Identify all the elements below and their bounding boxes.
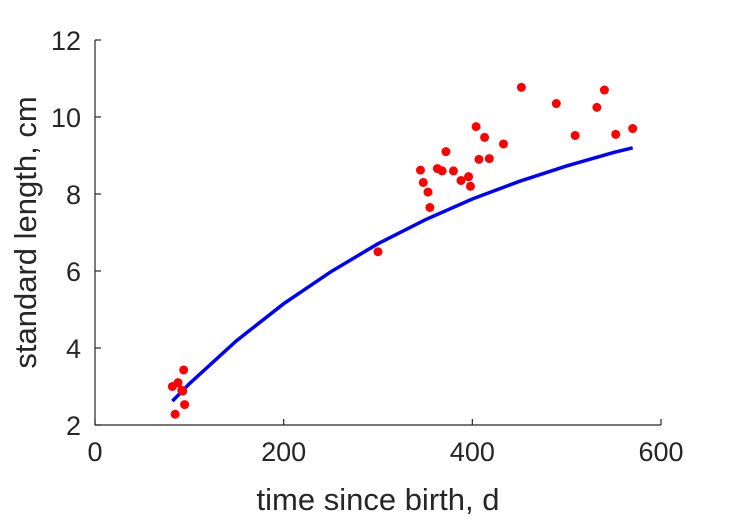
data-point: [516, 82, 526, 92]
data-point: [484, 154, 494, 164]
data-point: [373, 247, 383, 257]
axes: [94, 40, 661, 426]
fit-curve: [171, 146, 634, 403]
data-point: [425, 202, 435, 212]
y-tick-label: 8: [66, 180, 81, 210]
y-tick-label: 12: [51, 26, 81, 56]
x-tick-label: 200: [261, 437, 306, 467]
data-point: [498, 139, 508, 149]
data-point: [480, 132, 490, 142]
data-points: [167, 82, 638, 419]
data-point: [592, 102, 602, 112]
y-ticks: 2 4 6 8 10 12: [51, 26, 101, 441]
x-tick-label: 0: [87, 437, 102, 467]
data-point: [570, 130, 580, 140]
data-point: [170, 409, 180, 419]
x-axis-label: time since birth, d: [257, 482, 500, 517]
data-point: [474, 154, 484, 164]
data-point: [628, 124, 638, 134]
data-point: [441, 147, 451, 157]
data-point: [177, 385, 187, 395]
data-point: [180, 400, 190, 410]
y-tick-label: 6: [66, 257, 81, 287]
data-point: [415, 165, 425, 175]
y-tick-label: 4: [66, 334, 81, 364]
x-tick-label: 600: [638, 437, 683, 467]
x-ticks: 0 200 400 600: [87, 419, 684, 467]
data-point: [179, 365, 189, 375]
y-tick-label: 10: [51, 103, 81, 133]
data-point: [611, 129, 621, 139]
data-point: [551, 99, 561, 109]
data-point: [423, 187, 433, 197]
data-point: [173, 378, 183, 388]
data-point: [464, 172, 474, 182]
data-point: [418, 177, 428, 187]
data-point: [448, 166, 458, 176]
y-axis-label: standard length, cm: [8, 96, 43, 368]
data-point: [437, 166, 447, 176]
x-tick-label: 400: [450, 437, 495, 467]
y-tick-label: 2: [66, 411, 81, 441]
data-point: [471, 122, 481, 132]
data-point: [465, 181, 475, 191]
data-point: [599, 85, 609, 95]
data-point: [456, 176, 466, 186]
